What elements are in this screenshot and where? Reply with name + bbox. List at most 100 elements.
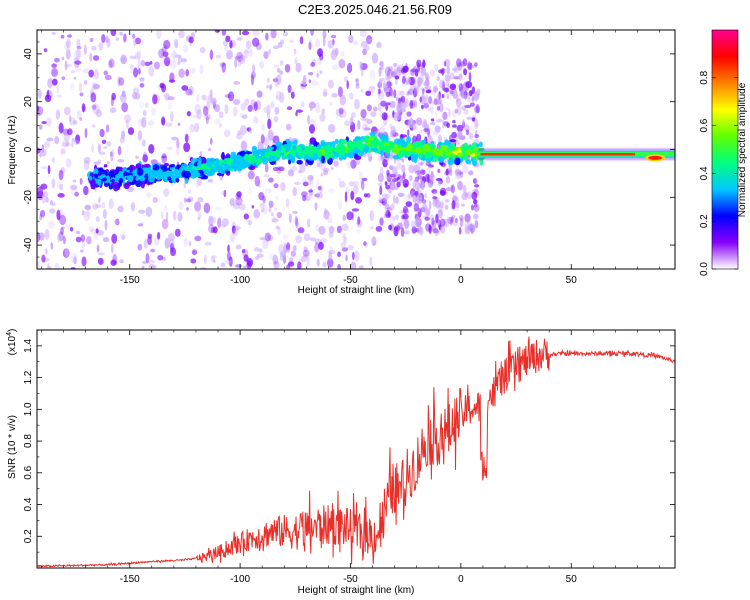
spectrogram-noise-blob (320, 173, 324, 177)
spectrogram-noise-blob (417, 78, 421, 88)
spectrogram-ridge-blob (300, 150, 305, 154)
colorbar-label: Normalized spectral amplitude (737, 82, 748, 217)
spectrogram-noise-blob (418, 129, 423, 134)
spectrogram-noise-blob (471, 191, 478, 201)
spectrogram-noise-blob (467, 97, 474, 103)
spectrogram-noise-blob (70, 252, 78, 264)
spectrogram-ridge-blob (197, 161, 202, 168)
spectrogram-y-label: Frequency (Hz) (7, 116, 18, 185)
spectrogram-noise-blob (454, 168, 460, 176)
spectrogram-noise-blob (66, 38, 71, 49)
spectrogram-noise-blob (245, 40, 252, 50)
spectrogram-noise-blob (441, 93, 445, 99)
spectrogram-noise-blob (331, 47, 337, 55)
spectrogram-noise-blob (236, 191, 242, 198)
y-tick-label: 1.2 (23, 370, 34, 384)
spectrogram-noise-blob (49, 199, 53, 206)
spectrogram-noise-blob (214, 206, 223, 211)
spectrogram-noise-blob (474, 177, 478, 185)
spectrogram-noise-blob (123, 33, 127, 43)
spectrogram-noise-blob (257, 141, 264, 151)
spectrogram-noise-blob (244, 98, 250, 106)
spectrogram-ridge-blob (243, 153, 250, 162)
spectrogram-noise-blob (75, 134, 81, 144)
spectrogram-noise-blob (423, 128, 429, 132)
spectrogram-noise-blob (97, 159, 102, 163)
spectrogram-noise-blob (225, 259, 233, 265)
spectrogram-noise-blob (61, 56, 65, 61)
spectrogram-noise-blob (474, 134, 480, 139)
spectrogram-noise-blob (56, 94, 62, 98)
spectrogram-ridge-blob (145, 170, 149, 174)
spectrogram-noise-blob (96, 244, 100, 252)
spectrogram-ridge-blob (293, 139, 298, 146)
spectrogram-noise-blob (416, 133, 422, 142)
spectrogram-noise-blob (278, 166, 285, 172)
spectrogram-noise-blob (428, 224, 432, 234)
spectrogram-ridge-blob (449, 156, 453, 162)
spectrogram-noise-blob (263, 106, 269, 114)
spectrogram-noise-blob (396, 64, 403, 73)
spectrogram-noise-blob (135, 155, 139, 159)
spectrogram-noise-blob (407, 88, 415, 95)
spectrogram-noise-blob (235, 196, 243, 206)
spectrogram-noise-blob (415, 215, 420, 226)
spectrogram-noise-blob (253, 116, 259, 124)
spectrogram-noise-blob (393, 62, 398, 67)
spectrogram-noise-blob (375, 225, 383, 232)
spectrogram-noise-blob (414, 85, 420, 94)
spectrogram-noise-blob (142, 154, 149, 163)
spectrogram-noise-blob (220, 190, 225, 196)
spectrogram-noise-blob (412, 87, 418, 98)
spectrogram-noise-blob (137, 243, 143, 251)
spectrogram-noise-blob (234, 57, 238, 68)
spectrogram-noise-blob (95, 109, 102, 118)
spectrogram-noise-blob (60, 167, 66, 174)
spectrogram-noise-blob (410, 68, 416, 73)
spectrogram-noise-blob (382, 159, 388, 168)
spectrogram-noise-blob (295, 109, 303, 113)
spectrogram-ridge-blob (355, 136, 361, 141)
spectrogram-noise-blob (227, 244, 230, 253)
spectrogram-ridge-blob (148, 175, 155, 183)
spectrogram-noise-blob (171, 136, 179, 141)
spectrogram-noise-blob (73, 139, 80, 145)
y-tick-label: 0.6 (23, 465, 34, 479)
spectrogram-noise-blob (356, 229, 362, 234)
spectrogram-ridge-blob (117, 172, 124, 177)
spectrogram-noise-blob (425, 89, 432, 94)
spectrogram-ridge-blob (415, 144, 421, 148)
spectrogram-noise-blob (292, 210, 298, 215)
spectrogram-y-ticks: -40 -20 0 20 40 (23, 29, 675, 270)
spectrogram-noise-blob (236, 37, 243, 41)
spectrogram-noise-blob (396, 103, 403, 114)
spectrogram-noise-blob (243, 49, 249, 59)
spectrogram-noise-blob (186, 207, 189, 211)
spectrogram-noise-blob (360, 180, 365, 191)
spectrogram-noise-blob (160, 211, 164, 220)
spectrogram-noise-blob (452, 67, 458, 72)
spectrogram-noise-blob (416, 119, 422, 124)
spectrogram-noise-blob (177, 61, 181, 65)
spectrogram-noise-blob (318, 225, 326, 235)
spectrogram-noise-blob (147, 233, 153, 239)
spectrogram-noise-blob (133, 67, 139, 78)
spectrogram-ridge-blob (280, 146, 285, 153)
spectrogram-ridge-blob (317, 150, 321, 156)
spectrogram-noise-blob (41, 254, 46, 263)
spectrogram-noise-blob (453, 76, 460, 80)
spectrogram-noise-blob (452, 219, 458, 227)
spectrogram-noise-blob (139, 83, 145, 88)
spectrogram-noise-blob (451, 214, 456, 219)
spectrogram-noise-blob (115, 37, 120, 42)
spectrogram-noise-blob (314, 242, 320, 253)
spectrogram-noise-blob (263, 174, 270, 178)
spectrogram-noise-blob (473, 188, 479, 197)
spectrogram-noise-blob (76, 109, 82, 120)
spectrogram-noise-blob (132, 91, 138, 100)
spectrogram-noise-blob (398, 210, 404, 214)
spectrogram-ridge-blob (175, 177, 180, 183)
spectrogram-noise-blob (260, 134, 265, 144)
spectrogram-ridge-blob (219, 166, 226, 174)
spectrogram-noise-blob (336, 225, 342, 234)
